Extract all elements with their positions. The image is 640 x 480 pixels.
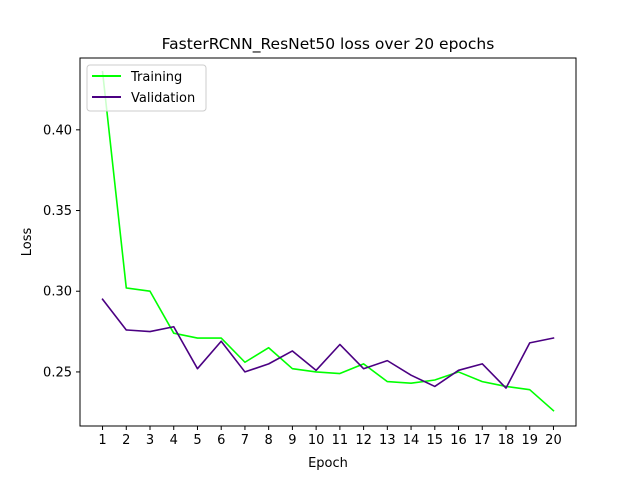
x-tick-label: 11 <box>332 433 349 448</box>
legend: Training Validation <box>86 64 207 112</box>
plot-frame <box>79 57 577 427</box>
x-tick-label: 10 <box>308 433 325 448</box>
series-line-validation <box>101 298 555 389</box>
x-tick-label: 16 <box>450 433 467 448</box>
x-tick-label: 8 <box>265 433 273 448</box>
x-axis-label: Epoch <box>308 456 348 471</box>
y-axis: 0.25 0.30 0.35 0.40 <box>43 123 80 380</box>
legend-label-training: Training <box>130 70 182 85</box>
x-tick-label: 7 <box>241 433 249 448</box>
x-tick-label: 13 <box>379 433 396 448</box>
x-tick-label: 12 <box>355 433 372 448</box>
series-lines <box>101 70 555 412</box>
chart-title: FasterRCNN_ResNet50 loss over 20 epochs <box>162 35 495 54</box>
x-tick-label: 20 <box>545 433 562 448</box>
x-tick-label: 18 <box>498 433 515 448</box>
y-tick-label: 0.40 <box>43 123 72 138</box>
x-tick-label: 14 <box>403 433 420 448</box>
y-tick-label: 0.25 <box>43 365 72 380</box>
x-tick-label: 4 <box>170 433 178 448</box>
y-tick-label: 0.30 <box>43 285 72 300</box>
y-axis-label: Loss <box>20 228 35 257</box>
x-tick-label: 9 <box>288 433 296 448</box>
x-axis: 1 2 3 4 5 6 7 8 9 10 11 12 13 14 15 16 17 18 19 20 <box>98 426 562 448</box>
x-tick-label: 2 <box>122 433 130 448</box>
x-tick-label: 17 <box>474 433 491 448</box>
x-tick-label: 19 <box>521 433 538 448</box>
y-tick-label: 0.35 <box>43 204 72 219</box>
x-tick-label: 15 <box>427 433 444 448</box>
x-tick-label: 6 <box>217 433 225 448</box>
x-tick-label: 1 <box>98 433 106 448</box>
x-tick-label: 5 <box>193 433 201 448</box>
legend-label-validation: Validation <box>131 91 195 106</box>
x-tick-label: 3 <box>146 433 154 448</box>
